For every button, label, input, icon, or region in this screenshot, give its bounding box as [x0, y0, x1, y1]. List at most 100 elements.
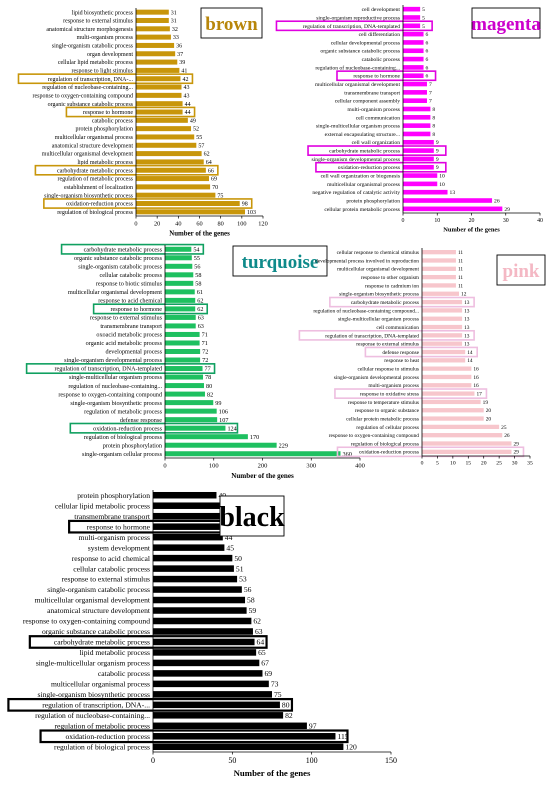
value-label-turquoise: 56: [194, 263, 200, 270]
bar-black: [153, 670, 263, 677]
bar-brown: [136, 67, 180, 73]
category-label-magenta: transmembrane transport: [344, 90, 400, 96]
category-label-black: regulation of biological process: [54, 742, 150, 751]
bar-black: [153, 533, 223, 541]
value-label-pink: 16: [473, 383, 479, 389]
x-tick-label-turquoise: 0: [163, 463, 166, 470]
bar-black: [153, 617, 252, 625]
value-label-brown: 43: [184, 85, 190, 91]
value-label-turquoise: 55: [194, 255, 200, 262]
x-tick-label-turquoise: 300: [306, 463, 316, 470]
category-label-brown: lipid biosynthetic process: [72, 10, 134, 16]
bar-black: [153, 722, 307, 730]
value-label-magenta: 6: [426, 32, 429, 38]
bar-brown: [136, 209, 246, 215]
category-label-pink: response to organic substance: [355, 408, 420, 414]
category-label-black: oxidation-reduction process: [65, 732, 150, 741]
category-label-pink: single-organism biosynthetic process: [339, 292, 419, 298]
category-label-brown: anatomical structure morphogenesis: [46, 27, 133, 33]
value-label-turquoise: 63: [198, 315, 204, 322]
highlight-box-pink: [334, 388, 488, 399]
value-label-turquoise: 107: [219, 417, 228, 424]
value-label-black: 73: [271, 680, 279, 689]
bar-turquoise: [165, 442, 277, 448]
value-label-turquoise: 124: [227, 425, 236, 432]
value-label-turquoise: 80: [206, 383, 212, 390]
bar-pink: [422, 366, 472, 371]
value-label-turquoise: 77: [205, 366, 211, 373]
bar-black: [153, 512, 220, 520]
bar-pink: [422, 283, 456, 288]
category-label-turquoise: organic acid metabolic process: [86, 340, 163, 347]
value-label-black: 97: [309, 721, 317, 730]
bar-turquoise: [165, 297, 196, 303]
category-label-black: protein phosphorylation: [77, 491, 150, 500]
highlight-box-brown: [43, 198, 253, 209]
bar-turquoise: [165, 408, 217, 414]
category-label-magenta: cell differentiation: [359, 31, 401, 38]
value-label-brown: 44: [185, 102, 191, 108]
category-label-brown: organ development: [87, 52, 133, 58]
category-label-turquoise: single-organism catabolic process: [78, 263, 162, 270]
category-label-pink: regulation of cellular process: [356, 424, 419, 431]
value-label-pink: 11: [458, 250, 463, 256]
x-axis-title-brown: Number of the genes: [169, 231, 230, 238]
bar-turquoise: [165, 246, 192, 252]
highlight-box-pink: [364, 346, 479, 358]
category-label-brown: protein phosphorylation: [76, 127, 134, 133]
bar-magenta: [403, 90, 427, 95]
category-label-pink: response to cadmium ion: [365, 283, 419, 289]
value-label-turquoise: 72: [202, 349, 208, 356]
value-label-magenta: 8: [432, 132, 435, 138]
category-label-black: regulation of transcription, DNA-...: [42, 701, 150, 710]
category-label-brown: response to hormone: [83, 110, 133, 116]
value-label-magenta: 6: [426, 57, 429, 63]
category-label-turquoise: single-organism developmental process: [64, 357, 162, 364]
category-label-black: regulation of metabolic process: [54, 721, 150, 730]
bar-magenta: [403, 56, 424, 62]
category-label-magenta: cellular developmental process: [331, 40, 400, 46]
bar-magenta: [403, 189, 448, 195]
bar-magenta: [403, 65, 424, 70]
bar-turquoise: [165, 255, 192, 261]
bar-turquoise: [165, 374, 204, 380]
category-label-magenta: cell communication: [356, 115, 400, 121]
bar-brown: [136, 184, 211, 190]
category-label-pink: response to other organism: [361, 275, 420, 281]
value-label-black: 75: [274, 690, 282, 699]
chart-title-box-magenta: [471, 7, 541, 39]
bar-black: [153, 712, 284, 719]
value-label-brown: 39: [179, 60, 185, 66]
category-label-turquoise: oxidation-reduction process: [93, 425, 162, 432]
category-label-turquoise: defense response: [120, 417, 162, 424]
x-tick-label-pink: 20: [481, 461, 487, 467]
bar-pink: [422, 258, 456, 263]
category-label-black: multicellular organismal process: [51, 680, 150, 689]
highlight-box-black: [7, 697, 294, 712]
bar-pink: [422, 349, 466, 355]
highlight-box-turquoise: [25, 363, 216, 375]
value-label-black: 82: [285, 711, 293, 720]
value-label-pink: 16: [473, 367, 479, 373]
value-label-magenta: 9: [436, 157, 439, 163]
category-label-pink: cellular response to stimulus: [357, 367, 419, 373]
value-label-pink: 11: [458, 258, 463, 264]
chart-title-box-turquoise: [232, 245, 328, 277]
bar-magenta: [403, 139, 434, 145]
highlight-box-black: [39, 729, 349, 744]
category-label-black: response to external stimulus: [62, 575, 150, 584]
bar-black: [153, 733, 336, 740]
category-label-black: lipid metabolic process: [80, 648, 150, 657]
category-label-brown: regulation of nucleobase-containing...: [42, 84, 133, 91]
x-tick-label-pink: 30: [512, 461, 518, 467]
category-label-pink: response to external stimulus: [356, 342, 419, 348]
x-tick-label-pink: 25: [496, 461, 502, 467]
category-label-brown: multicellular organismal process: [55, 135, 134, 141]
value-label-turquoise: 82: [207, 391, 213, 398]
value-label-magenta: 29: [504, 207, 510, 213]
category-label-brown: response to oxygen-containing compound: [33, 93, 133, 99]
category-label-black: system development: [88, 543, 151, 552]
bar-magenta: [403, 15, 421, 20]
